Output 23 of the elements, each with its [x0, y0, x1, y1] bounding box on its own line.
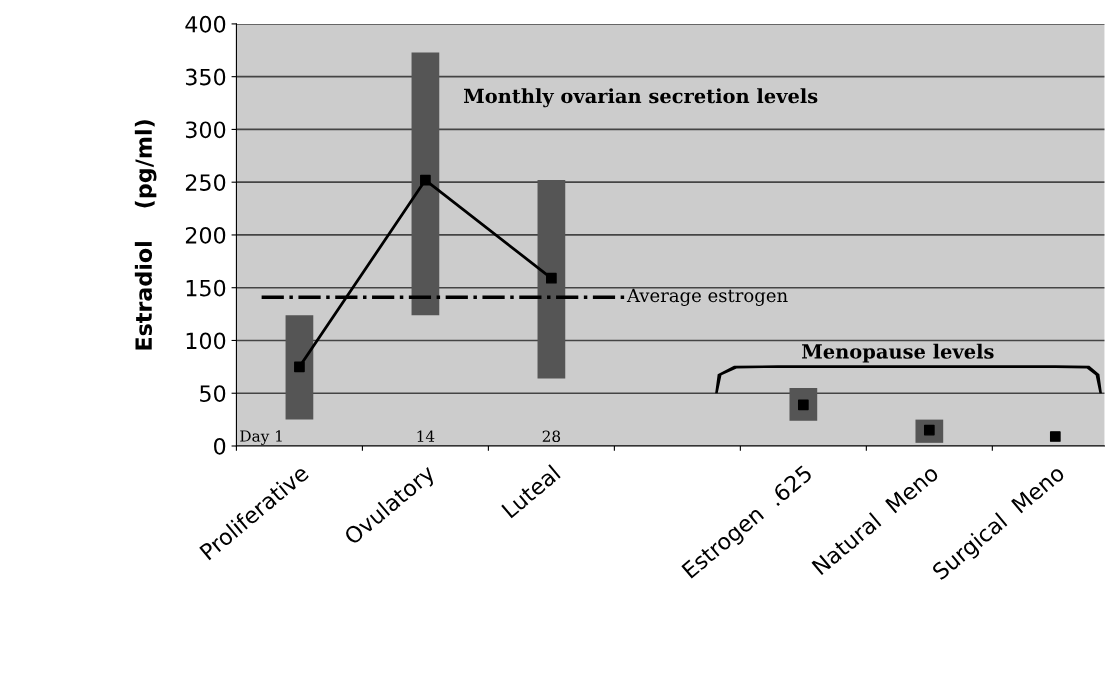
point [420, 174, 431, 186]
y-tick-label: 200 [185, 226, 226, 244]
y-tick-label: 400 [185, 15, 226, 33]
y-tick-label: 0 [214, 437, 226, 455]
y-tick-label: 150 [186, 279, 226, 297]
y-tick-label: 350 [185, 68, 226, 86]
y-tick-label: 50 [200, 385, 226, 402]
bar [285, 315, 314, 420]
y-tick-label: 300 [185, 121, 226, 139]
annotation: Monthly ovarian secretion levels [464, 88, 818, 108]
annotation: 28 [542, 430, 561, 442]
point [1049, 431, 1061, 442]
annotation: Menopause levels [802, 343, 994, 363]
annotation: Day 1 [240, 430, 282, 445]
point [546, 272, 557, 284]
ref-line-label: Average estrogen [626, 288, 788, 306]
annotation: 14 [417, 430, 435, 442]
bar [537, 180, 566, 379]
y-tick-label: 100 [186, 332, 226, 350]
bar [411, 52, 440, 316]
point [294, 361, 305, 373]
y-axis-title: Estradiol (pg/ml) [134, 120, 157, 350]
y-tick-label: 250 [185, 174, 226, 191]
